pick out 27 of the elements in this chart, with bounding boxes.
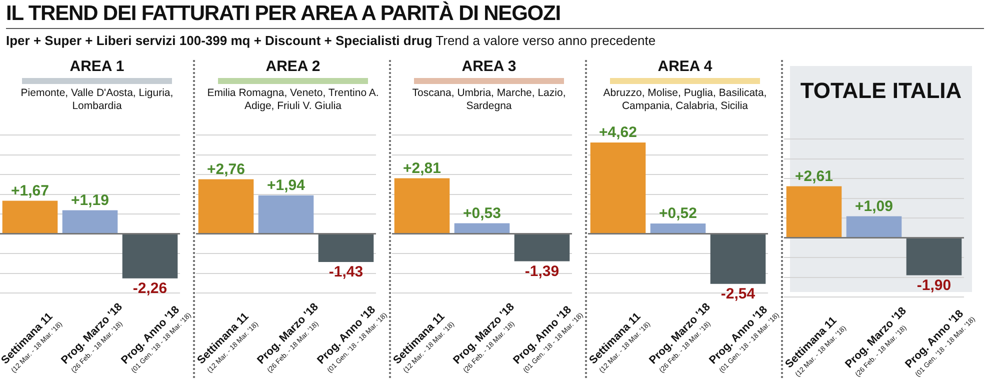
data-label: +2,81 <box>403 160 441 177</box>
chart-subtitle: Piemonte, Valle D'Aosta, Liguria, Lombardia <box>20 87 174 114</box>
data-label: +1,94 <box>267 177 306 194</box>
chart-title: AREA 2 <box>264 58 322 76</box>
data-label: -1,39 <box>524 262 560 280</box>
text: Iper + Super + Liberi servizi 100-399 mq + Discount + Specialisti drug <box>6 33 432 48</box>
data-label: -1,43 <box>328 264 364 281</box>
text: Trend a valore verso anno precedente <box>436 33 656 48</box>
text: IL TREND DEI FATTURATI PER AREA A PARITÀ DI NEGOZI <box>6 2 984 29</box>
chart-title: AREA 3 <box>460 58 518 76</box>
chart-subtitle: Toscana, Umbria, Marche, Lazio, Sardegna <box>411 87 567 114</box>
data-label: +1,19 <box>71 192 109 209</box>
data-label: -1,90 <box>916 276 952 294</box>
data-label: +0,52 <box>659 205 697 222</box>
chart-subtitle: Abruzzo, Molise, Puglia, Basilicata, Campania, Calabria, Sicilia <box>602 87 768 114</box>
data-label: +2,61 <box>795 168 833 185</box>
data-label: -2,26 <box>132 280 168 298</box>
chart-title: TOTALE ITALIA <box>799 78 963 104</box>
chart-title: AREA 1 <box>68 58 126 76</box>
data-label: +1,09 <box>855 198 893 215</box>
data-label: +1,67 <box>11 182 49 200</box>
data-label: +4,62 <box>599 124 637 142</box>
data-label: +0,53 <box>463 204 501 222</box>
data-label: +2,76 <box>207 160 245 178</box>
data-label: -2,54 <box>720 286 756 303</box>
chart-title: AREA 4 <box>656 58 714 76</box>
chart-subtitle: Emilia Romagna, Veneto, Trentino A. Adige, Friuli V. Giulia <box>206 87 380 114</box>
